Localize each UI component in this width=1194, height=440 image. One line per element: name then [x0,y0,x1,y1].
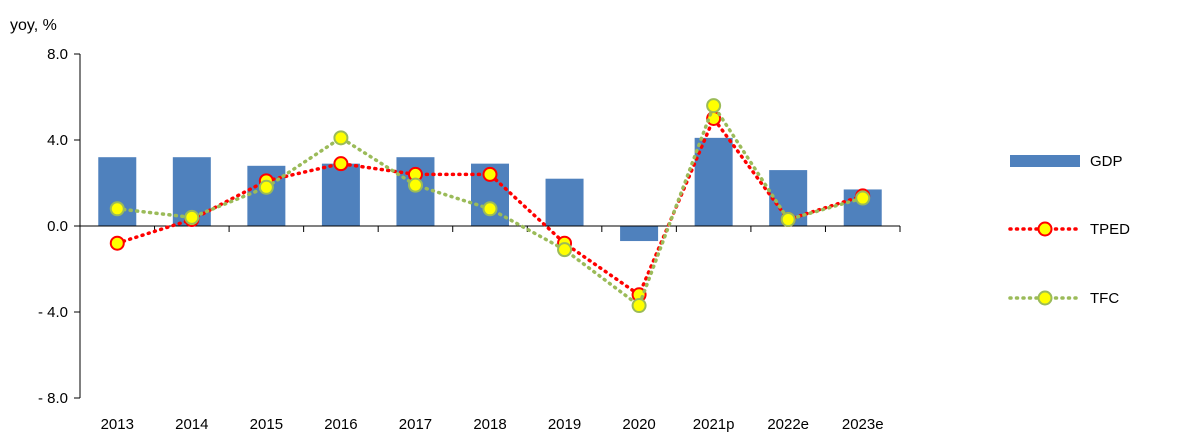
gdp-legend-swatch [1010,155,1080,167]
x-tick-label-2020: 2020 [622,416,655,433]
tfc-point-2021p [706,98,722,114]
x-tick-label-2014: 2014 [175,416,208,433]
x-tick-label-2018: 2018 [473,416,506,433]
tick-labels: 8.0 4.0 0.0 - 4.0 - 8.0 2013 2014 2015 2016 2017 2… [38,46,884,433]
x-tick-label-2016: 2016 [324,416,357,433]
y-tick-label: 4.0 [47,132,68,149]
x-tick-label-2019: 2019 [548,416,581,433]
gdp-bar-2019 [545,178,584,226]
legend: GDP TPED TFC [1008,153,1130,307]
y-axis-label: yoy, % [10,17,57,34]
gdp-legend-label: GDP [1090,153,1123,170]
tped-legend-marker [1037,221,1053,237]
tfc-point-2016 [333,130,349,146]
tfc-point-2017 [407,177,423,193]
tped-point-2013 [109,235,125,251]
tfc-point-2014 [184,209,200,225]
tfc-legend-label: TFC [1090,290,1119,307]
x-tick-label-2023e: 2023e [842,416,884,433]
y-tick-label: - 4.0 [38,304,68,321]
y-tick-label: 8.0 [47,46,68,63]
gdp-bar-2020 [620,226,659,242]
x-tick-label-2015: 2015 [250,416,283,433]
tfc-point-2022e [780,212,796,228]
tfc-point-2018 [482,201,498,217]
gdp-bar-2016 [321,163,360,226]
x-tick-label-2013: 2013 [101,416,134,433]
y-tick-label: - 8.0 [38,390,68,407]
x-tick-label-2017: 2017 [399,416,432,433]
tfc-legend-marker [1037,290,1053,306]
tped-legend-label: TPED [1090,221,1130,238]
axes [74,53,901,399]
tfc-point-2013 [109,201,125,217]
series-lines [109,98,871,314]
tfc-point-2019 [557,242,573,258]
tfc-point-2023e [855,190,871,206]
x-tick-label-2021p: 2021p [693,416,735,433]
tped-point-2016 [333,156,349,172]
x-tick-label-2022e: 2022e [767,416,809,433]
tped-point-2018 [482,166,498,182]
tfc-point-2015 [258,179,274,195]
y-tick-label: 0.0 [47,218,68,235]
tfc-point-2020 [631,298,647,314]
